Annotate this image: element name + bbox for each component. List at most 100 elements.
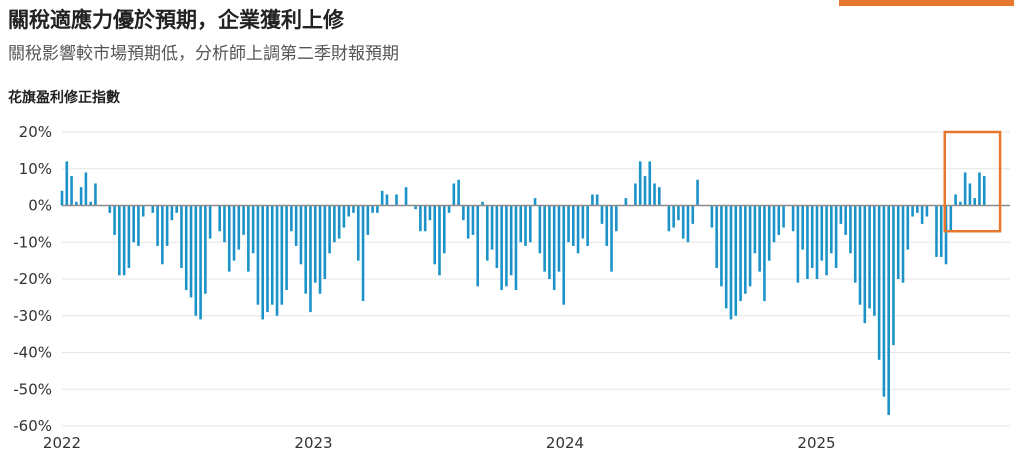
bar [65,161,69,206]
bar [242,205,245,235]
bar [896,205,900,279]
bar [959,201,962,206]
bar [538,205,542,254]
bar [982,176,986,206]
bar [328,205,331,254]
bar [419,205,422,232]
top-accent-bar [839,0,1014,6]
page-subtitle: 關稅影響較市場預期低，分析師上調第二季財報預期 [8,44,399,64]
y-tick-label: -30% [13,307,52,325]
bar [925,205,929,217]
bar [223,205,226,243]
bar [266,205,269,313]
bar [830,205,833,254]
bar [447,205,451,213]
bar [906,205,910,250]
bar [777,205,781,235]
bar [710,205,714,228]
bar [495,205,499,268]
bar [75,201,78,206]
bar [175,205,178,213]
bar [567,205,570,243]
bar [801,205,804,250]
bar [471,205,475,235]
bar [767,205,771,261]
highlight-rect [943,130,1002,233]
bar [481,201,484,206]
bar [380,190,384,206]
bar [963,172,967,206]
bar [681,205,685,239]
bar [237,205,241,250]
bar [772,205,776,243]
bar [954,194,957,206]
bar [122,205,126,276]
bar [199,205,202,320]
y-tick-label: 20% [19,123,52,141]
bar [428,205,432,221]
y-tick-label: -20% [13,270,52,288]
bar [600,205,604,224]
bar [724,205,728,309]
bar [978,172,981,206]
bar [648,161,652,206]
bar [796,205,800,283]
bar [347,205,351,217]
x-tick-label: 2024 [546,434,584,452]
y-tick-label: 10% [19,160,52,178]
bar [309,205,312,313]
bar [318,205,322,294]
bar [519,205,523,243]
chart-label: 花旗盈利修正指數 [8,90,120,106]
bar [911,205,914,217]
bar [892,205,895,346]
bar [94,183,97,206]
bar [758,205,761,272]
bar [562,205,566,305]
bar [739,205,742,302]
bar [509,205,513,276]
bar [791,205,795,232]
bar [939,205,943,257]
bar [333,205,336,243]
y-tick-label: 0% [28,197,52,215]
bar [581,205,585,239]
bar [591,194,594,206]
bar [70,176,73,206]
bar [227,205,231,272]
bar [839,205,843,224]
bar [696,179,699,206]
bar [299,205,303,265]
bar [691,205,695,224]
bar [528,205,532,243]
bar [638,161,642,206]
grid-lines [62,131,1010,427]
bar [352,205,355,213]
y-tick-label: -60% [13,417,52,435]
bar [462,205,465,221]
bar [820,205,824,261]
bar [858,205,862,305]
bar [877,205,881,360]
bar [557,205,561,272]
bar [170,205,174,221]
bar [466,205,470,239]
bar [485,205,489,261]
bar [825,205,828,276]
bar [968,183,972,206]
bar [395,194,398,206]
y-tick-label: -50% [13,380,52,398]
page-title: 關稅適應力優於預期，企業獲利上修 [8,8,344,32]
bar [815,205,819,279]
bar [323,205,327,279]
bar [944,205,948,265]
bar [653,183,656,206]
bar [280,205,284,305]
bar [356,205,360,261]
bar [734,205,738,316]
bar [294,205,298,246]
bar [729,205,733,320]
bar [490,205,494,250]
bar [605,205,609,246]
